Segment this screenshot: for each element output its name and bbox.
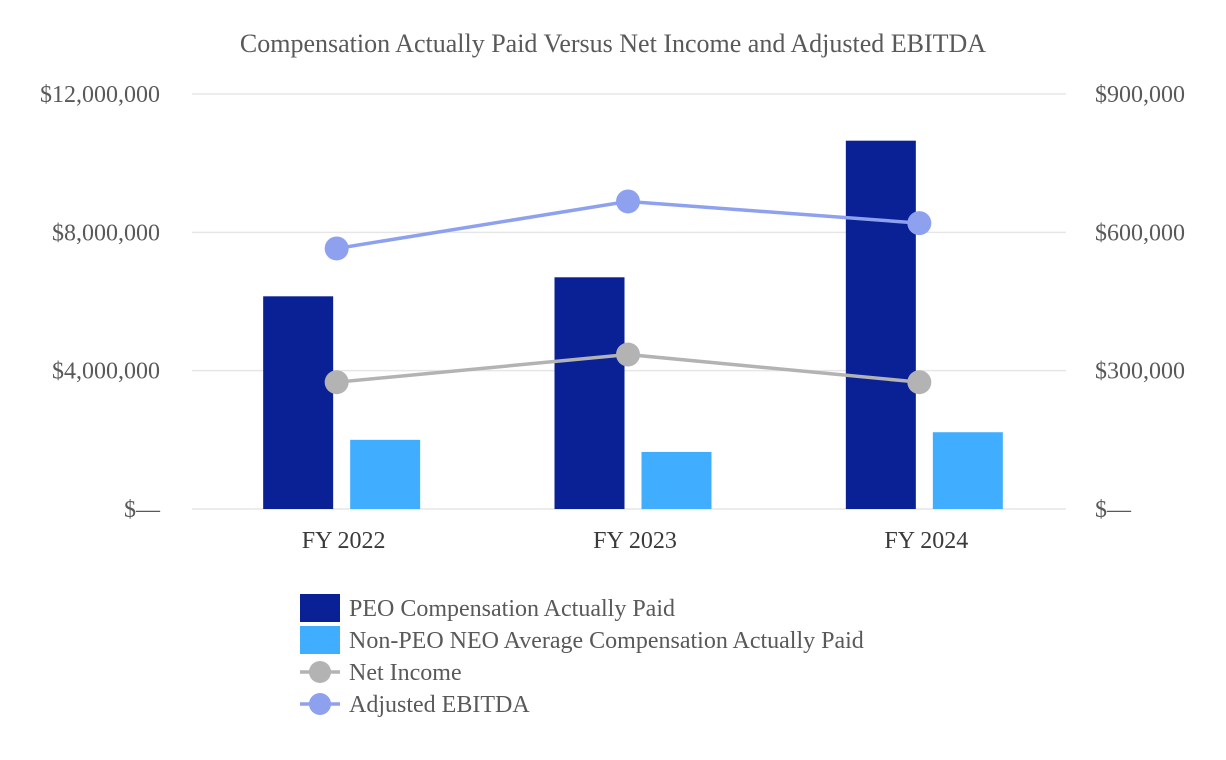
left-tick-label: $12,000,000 xyxy=(40,82,160,108)
adjusted-ebitda-point xyxy=(907,211,932,236)
category-label: FY 2024 xyxy=(884,528,968,554)
category-label: FY 2023 xyxy=(593,528,677,554)
right-tick-label: $900,000 xyxy=(1095,82,1185,108)
legend-marker xyxy=(309,661,331,683)
bar-peo xyxy=(263,296,334,509)
adjusted-ebitda-point xyxy=(616,189,640,214)
net-income-point xyxy=(907,370,932,395)
legend-swatch xyxy=(300,626,340,654)
legend-label: PEO Compensation Actually Paid xyxy=(349,596,675,622)
left-tick-label: $4,000,000 xyxy=(52,359,160,385)
legend-marker xyxy=(309,693,331,715)
left-tick-label: $— xyxy=(124,497,161,523)
right-axis-ticks: $— $300,000 $600,000 $900,000 xyxy=(1095,82,1185,523)
legend-label: Adjusted EBITDA xyxy=(349,692,530,718)
legend-swatch xyxy=(300,594,340,622)
bars xyxy=(263,140,1003,509)
category-labels: FY 2022 FY 2023 FY 2024 xyxy=(302,528,968,554)
net-income-point xyxy=(616,342,640,367)
chart-title: Compensation Actually Paid Versus Net In… xyxy=(240,29,986,58)
left-tick-label: $8,000,000 xyxy=(52,220,160,246)
bar-peo xyxy=(845,140,916,509)
bar-non-peo xyxy=(350,439,421,509)
bar-peo xyxy=(554,277,625,509)
legend-label: Net Income xyxy=(349,660,462,686)
right-tick-label: $300,000 xyxy=(1095,359,1185,385)
legend-label: Non-PEO NEO Average Compensation Actuall… xyxy=(349,628,864,654)
legend: PEO Compensation Actually Paid Non-PEO NE… xyxy=(300,594,864,718)
adjusted-ebitda-point xyxy=(324,236,349,261)
category-label: FY 2022 xyxy=(302,528,386,554)
lines xyxy=(324,189,932,395)
net-income-point xyxy=(324,370,349,395)
right-tick-label: $— xyxy=(1095,497,1132,523)
left-axis-ticks: $— $4,000,000 $8,000,000 $12,000,000 xyxy=(40,82,161,523)
bar-non-peo xyxy=(641,451,712,509)
right-tick-label: $600,000 xyxy=(1095,220,1185,246)
bar-non-peo xyxy=(932,432,1003,509)
